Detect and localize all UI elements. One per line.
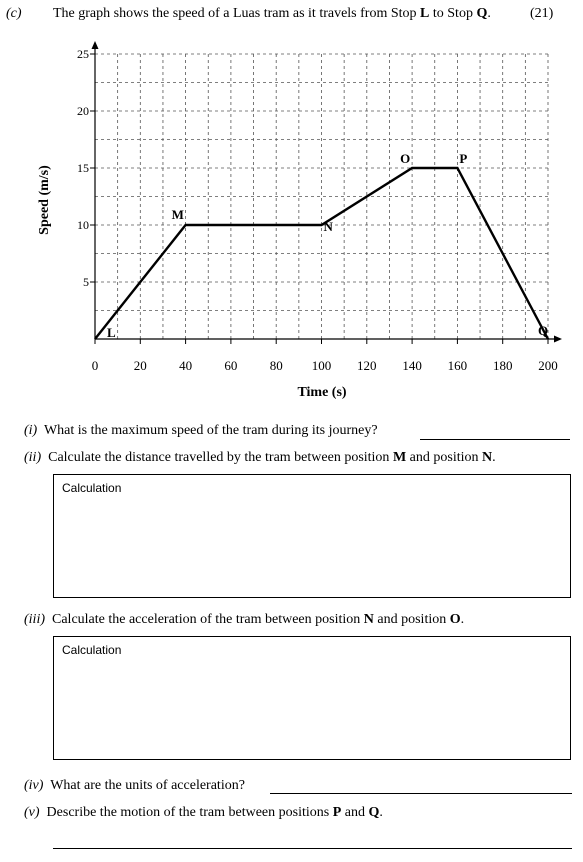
question-v: (v) Describe the motion of the tram betw… bbox=[24, 805, 383, 821]
question-i: (i) What is the maximum speed of the tra… bbox=[24, 423, 378, 439]
y-tick-label: 10 bbox=[77, 218, 89, 232]
question-ii-text-3: . bbox=[492, 450, 496, 465]
question-ii-text-2: and position bbox=[406, 450, 482, 465]
x-tick-label: 160 bbox=[448, 358, 468, 373]
point-label-l: L bbox=[107, 325, 116, 340]
marks: (21) bbox=[530, 6, 554, 21]
question-i-text: What is the maximum speed of the tram du… bbox=[43, 423, 378, 438]
question-ii: (ii) Calculate the distance travelled by… bbox=[24, 450, 496, 466]
y-tick-label: 25 bbox=[77, 47, 89, 61]
question-i-number: (i) bbox=[24, 423, 38, 438]
answer-line-i[interactable] bbox=[420, 439, 570, 440]
question-iii-text-2: and position bbox=[373, 612, 450, 627]
question-v-bold-2: Q bbox=[368, 805, 380, 820]
question-v-bold-1: P bbox=[332, 805, 342, 820]
question-iii-text-1: Calculate the acceleration of the tram b… bbox=[52, 612, 364, 627]
calculation-box-ii[interactable]: Calculation bbox=[53, 474, 571, 598]
x-tick-label: 200 bbox=[538, 358, 558, 373]
x-tick-label: 20 bbox=[134, 358, 147, 373]
point-label-n: N bbox=[324, 219, 334, 234]
question-iii-number: (iii) bbox=[24, 612, 45, 627]
question-iii-text-3: . bbox=[460, 612, 465, 627]
question-iv-number: (iv) bbox=[24, 778, 44, 793]
point-label-o: O bbox=[400, 151, 410, 166]
x-tick-label: 120 bbox=[357, 358, 377, 373]
y-tick-label: 20 bbox=[77, 104, 89, 118]
speed-time-graph: 0 20 40 60 80 100 120 140 160 180 200 5 10 15 20 25 L M N… bbox=[37, 41, 562, 400]
point-label-p: P bbox=[459, 151, 467, 166]
x-tick-label: 0 bbox=[92, 358, 99, 373]
y-tick-label: 5 bbox=[83, 275, 89, 289]
point-label-m: M bbox=[172, 207, 184, 222]
question-ii-bold-1: M bbox=[392, 450, 407, 465]
x-tick-label: 60 bbox=[224, 358, 237, 373]
intro-text-2: to Stop bbox=[429, 6, 477, 21]
calculation-label: Calculation bbox=[62, 481, 122, 495]
question-ii-text-1: Calculate the distance travelled by the … bbox=[48, 450, 393, 465]
calculation-box-iii[interactable]: Calculation bbox=[53, 636, 571, 760]
question-iv-text: What are the units of acceleration? bbox=[50, 778, 245, 793]
intro-text-1: The graph shows the speed of a Luas tram… bbox=[53, 6, 421, 21]
intro-text-3: . bbox=[487, 6, 491, 21]
question-v-text-3: . bbox=[379, 805, 383, 820]
x-axis-label: Time (s) bbox=[297, 385, 346, 400]
question-v-number: (v) bbox=[24, 805, 40, 820]
stop-from: L bbox=[420, 6, 430, 21]
part-label: (c) bbox=[6, 6, 22, 21]
x-tick-label: 140 bbox=[402, 358, 422, 373]
question-ii-bold-2: N bbox=[482, 450, 493, 465]
x-tick-label: 80 bbox=[270, 358, 283, 373]
answer-line-v[interactable] bbox=[53, 848, 572, 849]
question-iii: (iii) Calculate the acceleration of the … bbox=[24, 612, 464, 628]
question-ii-number: (ii) bbox=[24, 450, 42, 465]
question-iv: (iv) What are the units of acceleration? bbox=[24, 778, 245, 794]
question-iii-bold-2: O bbox=[449, 612, 461, 627]
y-tick-label: 15 bbox=[77, 161, 89, 175]
point-label-q: Q bbox=[538, 323, 548, 338]
stop-to: Q bbox=[476, 6, 488, 21]
y-axis-label: Speed (m/s) bbox=[37, 165, 52, 235]
x-tick-label: 180 bbox=[493, 358, 513, 373]
question-v-text-2: and bbox=[341, 805, 369, 820]
calculation-label: Calculation bbox=[62, 643, 122, 657]
x-tick-label: 40 bbox=[179, 358, 192, 373]
y-axis-arrow-icon bbox=[91, 41, 99, 49]
answer-line-iv[interactable] bbox=[270, 793, 572, 794]
question-v-text-1: Describe the motion of the tram between … bbox=[46, 805, 333, 820]
speed-series-line bbox=[94, 166, 550, 340]
question-iii-bold-1: N bbox=[363, 612, 374, 627]
x-tick-label: 100 bbox=[312, 358, 332, 373]
x-axis-arrow-icon bbox=[554, 335, 562, 343]
intro-text: The graph shows the speed of a Luas tram… bbox=[53, 6, 491, 22]
